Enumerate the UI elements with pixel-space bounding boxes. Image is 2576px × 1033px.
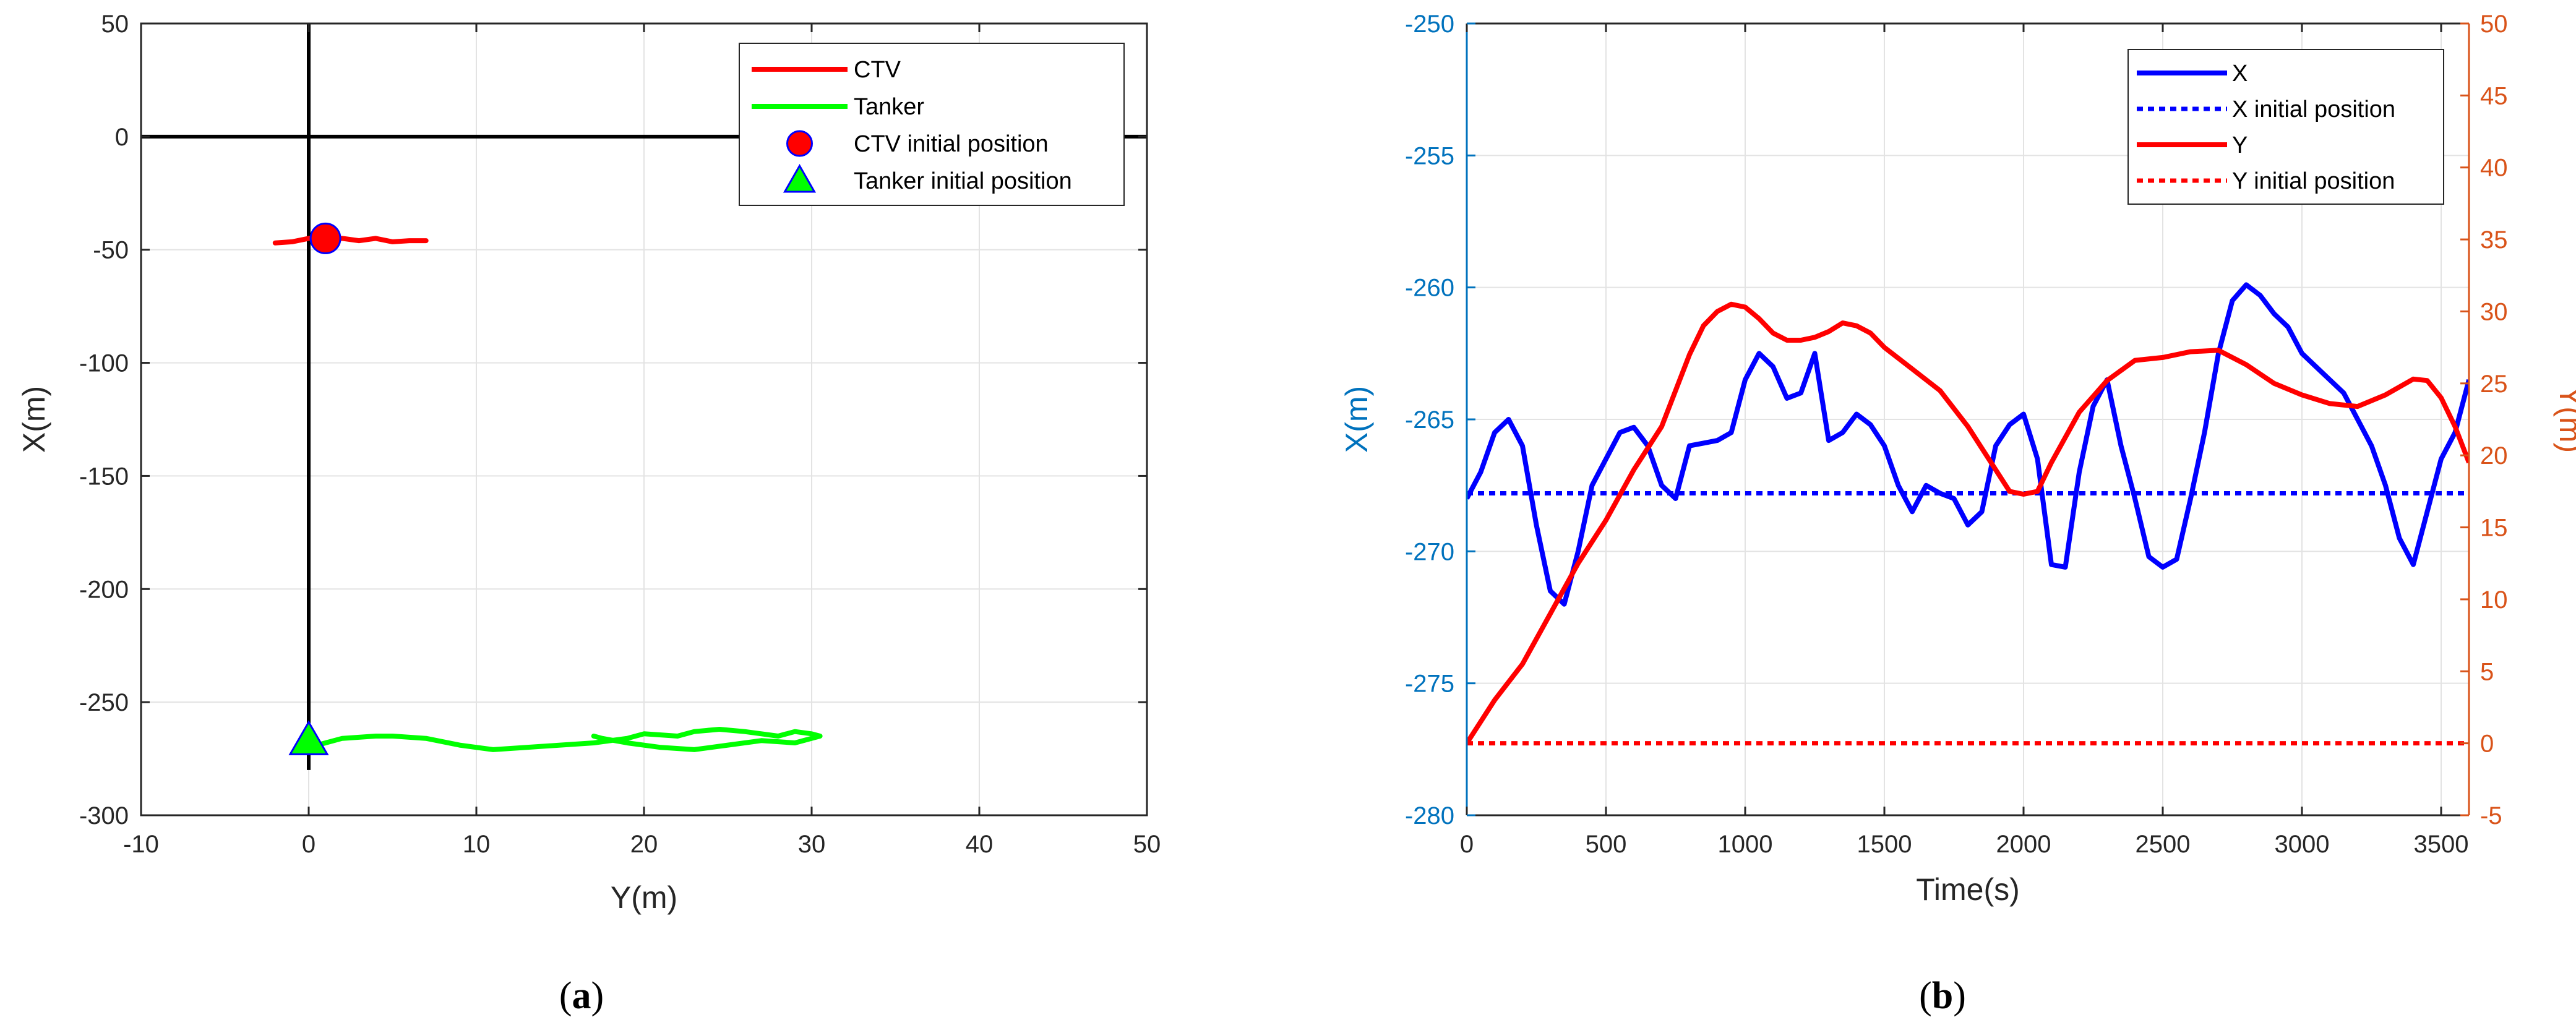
y-right-tick-label: 50 bbox=[2480, 11, 2508, 38]
legend-label: CTV bbox=[854, 57, 901, 83]
x-tick-label: 30 bbox=[798, 831, 826, 858]
panel-b-series bbox=[1467, 282, 2469, 746]
y-left-tick-label: -270 bbox=[1405, 538, 1454, 565]
y-left-tick-label: -265 bbox=[1405, 406, 1454, 434]
y-tick-label: -100 bbox=[79, 350, 129, 377]
x-tick-label: 20 bbox=[630, 831, 658, 858]
panel-b-ticks: 0 500 1000 1500 2000 2500 3000 3500-250-255-260… bbox=[1405, 11, 2508, 858]
panel-b-caption: (b) bbox=[1919, 975, 1966, 1017]
legend-label: Tanker bbox=[854, 94, 924, 120]
tanker-initial-position-marker bbox=[288, 720, 329, 755]
y-left-tick-label: -250 bbox=[1405, 11, 1454, 38]
legend-label: Y initial position bbox=[2232, 168, 2395, 194]
legend-label: Tanker initial position bbox=[854, 168, 1072, 194]
x-tick-label: 1500 bbox=[1857, 831, 1912, 858]
legend-swatch bbox=[783, 163, 817, 193]
y-right-tick-label: 20 bbox=[2480, 442, 2508, 469]
y-right-tick-label: 35 bbox=[2480, 226, 2508, 254]
legend-swatch bbox=[786, 130, 813, 157]
y-tick-label: -300 bbox=[79, 802, 129, 829]
legend-label: X initial position bbox=[2232, 96, 2395, 122]
legend-label: X bbox=[2232, 61, 2248, 87]
series-line-y bbox=[1467, 301, 2469, 745]
panel-a-chart: -10 0 10 20 30 40 50500-50-100-150-200-250-300… bbox=[17, 11, 1161, 1017]
x-tick-label: 50 bbox=[1133, 831, 1161, 858]
x-tick-label: 2000 bbox=[1996, 831, 2051, 858]
series-line-tanker bbox=[306, 727, 823, 752]
y-left-tick-label: -255 bbox=[1405, 142, 1454, 169]
x-tick-label: 0 bbox=[302, 831, 316, 858]
y-right-tick-label: -5 bbox=[2480, 802, 2502, 829]
ctv-initial-position-marker bbox=[309, 222, 341, 254]
y-left-tick-label: -280 bbox=[1405, 802, 1454, 829]
y-tick-label: 0 bbox=[115, 124, 129, 151]
x-tick-label: 500 bbox=[1586, 831, 1627, 858]
y-right-tick-label: 10 bbox=[2480, 586, 2508, 614]
y-right-tick-label: 15 bbox=[2480, 515, 2508, 542]
y-tick-label: 50 bbox=[101, 11, 129, 38]
y-right-tick-label: 30 bbox=[2480, 298, 2508, 325]
y-right-tick-label: 40 bbox=[2480, 155, 2508, 182]
panel-b-legend: X X initial position Y Y initial position bbox=[2127, 49, 2444, 205]
y-right-tick-label: 25 bbox=[2480, 371, 2508, 398]
x-tick-label: 10 bbox=[463, 831, 491, 858]
series-line-ctv bbox=[272, 234, 429, 246]
x-tick-label: 0 bbox=[1460, 831, 1474, 858]
legend-label: CTV initial position bbox=[854, 131, 1049, 157]
y-left-tick-label: -260 bbox=[1405, 275, 1454, 302]
panel-b-chart: 0 500 1000 1500 2000 2500 3000 3500-250-255-260… bbox=[1339, 11, 2576, 1017]
x-tick-label: 2500 bbox=[2136, 831, 2191, 858]
y-right-tick-label: 45 bbox=[2480, 82, 2508, 109]
y-tick-label: -200 bbox=[79, 576, 129, 603]
y-right-tick-label: 5 bbox=[2480, 658, 2494, 685]
x-tick-label: -10 bbox=[123, 831, 159, 858]
x-tick-label: 3500 bbox=[2414, 831, 2469, 858]
panel-b-xlabel: Time(s) bbox=[1916, 872, 2020, 907]
panel-b-y2label: Y(m) bbox=[2553, 386, 2576, 453]
series-line-x bbox=[1467, 282, 2469, 607]
y-tick-label: -250 bbox=[79, 689, 129, 716]
x-tick-label: 40 bbox=[966, 831, 994, 858]
panel-a-legend: CTV Tanker CTV initial position Tanker init… bbox=[739, 43, 1125, 206]
panel-a-series bbox=[272, 222, 823, 755]
panel-a-ylabel: X(m) bbox=[17, 386, 51, 453]
legend-label: Y bbox=[2232, 132, 2248, 158]
y-right-tick-label: 0 bbox=[2480, 731, 2494, 758]
y-tick-label: -150 bbox=[79, 463, 129, 490]
x-tick-label: 3000 bbox=[2275, 831, 2330, 858]
y-tick-label: -50 bbox=[93, 237, 129, 264]
panel-a-xlabel: Y(m) bbox=[611, 880, 677, 915]
panel-b-ylabel: X(m) bbox=[1339, 386, 1374, 453]
x-tick-label: 1000 bbox=[1718, 831, 1773, 858]
y-left-tick-label: -275 bbox=[1405, 671, 1454, 698]
panel-a-caption: (a) bbox=[559, 975, 604, 1017]
